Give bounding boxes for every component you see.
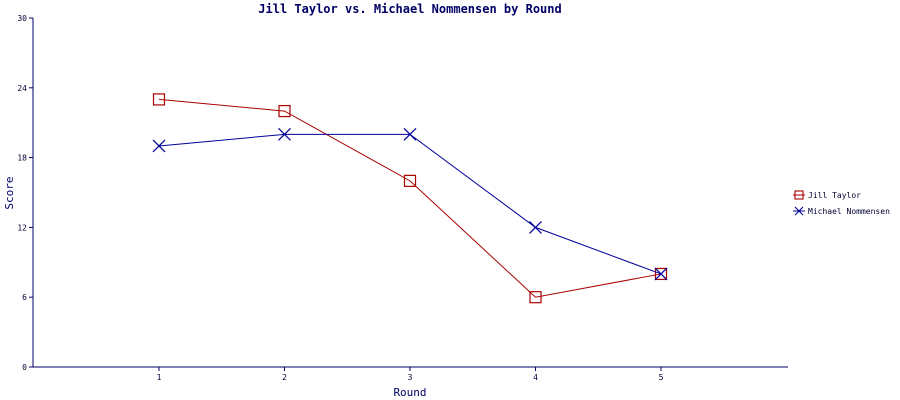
data-point-series-1 [278, 104, 291, 118]
data-point-series-1 [403, 174, 417, 187]
x-tick-label: 2 [282, 373, 287, 382]
data-point-series-1 [152, 93, 166, 106]
x-tick-label: 4 [533, 373, 538, 382]
y-tick-label: 24 [17, 84, 27, 93]
x-axis-label: Round [393, 386, 426, 399]
legend-label: Jill Taylor [808, 191, 861, 200]
y-tick-label: 30 [17, 14, 27, 23]
chart-title: Jill Taylor vs. Michael Nommensen by Rou… [258, 2, 561, 16]
y-tick-label: 0 [22, 363, 27, 372]
data-point-series-1 [529, 291, 542, 304]
data-point-series-2 [152, 139, 166, 153]
y-axis-label: Score [3, 176, 16, 209]
data-point-series-2 [529, 220, 542, 234]
legend-marker [794, 190, 804, 200]
x-tick-label: 3 [408, 373, 413, 382]
x-tick-label: 5 [659, 373, 664, 382]
data-point-series-2 [654, 267, 668, 281]
series-line-2 [158, 133, 662, 275]
x-ticks: 1 2 3 4 5 [157, 367, 664, 382]
data-point-series-2 [403, 127, 417, 141]
legend-marker [794, 206, 804, 216]
y-tick-label: 12 [17, 223, 27, 232]
legend-label: Michael Nommensen [808, 207, 890, 216]
y-tick-label: 6 [22, 293, 27, 302]
series-layer [152, 93, 668, 304]
y-tick-label: 18 [17, 154, 27, 163]
data-point-series-2 [278, 127, 291, 141]
x-tick-label: 1 [157, 373, 162, 382]
series-line-1 [158, 98, 662, 298]
data-point-series-1 [654, 267, 668, 281]
y-ticks: 0 6 12 18 24 30 [17, 14, 33, 372]
legend: Jill Taylor Michael Nommensen [793, 190, 890, 216]
